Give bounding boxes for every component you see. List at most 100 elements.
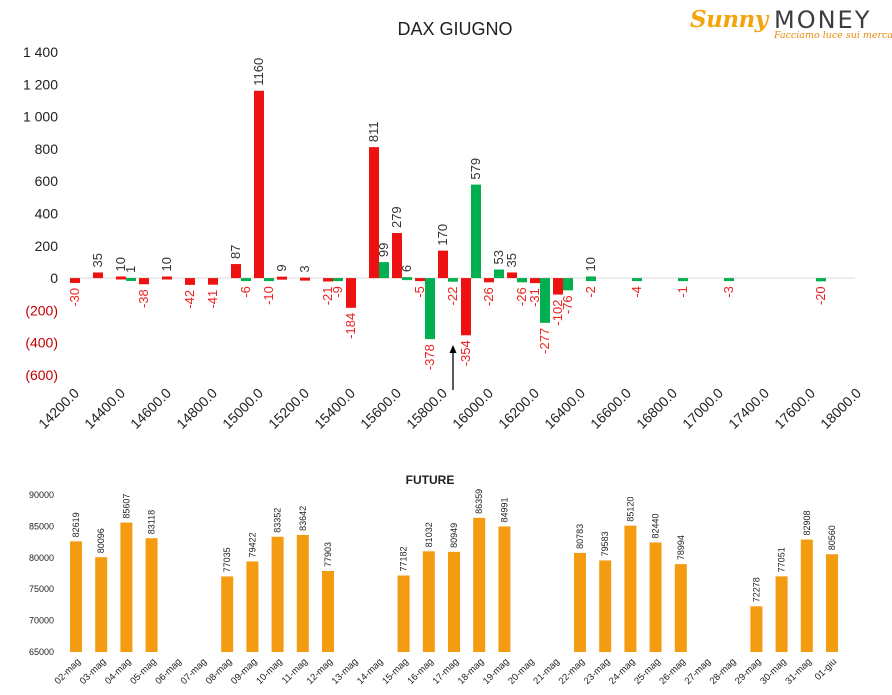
dax-x-tick-label: 14600.0 xyxy=(127,385,174,432)
dax-bar xyxy=(563,278,573,291)
dax-bar xyxy=(70,278,80,283)
future-bar xyxy=(322,570,334,652)
dax-x-tick-label: 16800.0 xyxy=(633,385,680,432)
brand-money-text: MONEY xyxy=(774,6,872,34)
dax-data-label: 99 xyxy=(376,243,391,257)
dax-data-label: -20 xyxy=(813,286,828,305)
dax-bar xyxy=(126,277,136,281)
future-x-tick-label: 02-mag xyxy=(53,656,84,687)
future-bar xyxy=(246,561,259,652)
future-x-tick-label: 29-mag xyxy=(733,656,764,687)
dax-data-label: -41 xyxy=(205,290,220,309)
dax-y-tick-label: 400 xyxy=(35,206,59,222)
future-x-tick-label: 30-mag xyxy=(758,656,789,687)
future-chart: FUTURE 90000 85000 80000 75000 70000 65000 82… xyxy=(29,473,839,687)
future-bar xyxy=(397,575,410,652)
future-data-label: 83642 xyxy=(298,506,308,531)
future-bar xyxy=(221,576,234,652)
dax-data-label: -2 xyxy=(583,286,598,298)
dax-bar xyxy=(231,264,241,279)
future-x-tick-label: 12-mag xyxy=(305,656,336,687)
future-x-tick-label: 26-mag xyxy=(657,656,688,687)
dax-y-tick-label: 1 000 xyxy=(23,109,58,125)
brand-tagline: Facciamo luce sui mercati xyxy=(774,30,892,41)
future-bar xyxy=(574,552,586,652)
dax-data-label: 10 xyxy=(159,257,174,271)
dax-x-tick-label: 17400.0 xyxy=(725,385,772,432)
dax-data-label: -31 xyxy=(527,288,542,307)
dax-bar xyxy=(379,262,389,279)
future-x-tick-label: 21-mag xyxy=(531,656,562,687)
future-data-label: 83352 xyxy=(273,508,283,533)
future-x-tick-label: 20-mag xyxy=(506,656,537,687)
dax-data-label: 1 xyxy=(123,266,138,273)
future-data-label: 78994 xyxy=(676,535,686,560)
dax-bar xyxy=(471,184,481,279)
future-bar xyxy=(145,538,158,652)
dax-data-label: 10 xyxy=(113,257,128,271)
dax-bar xyxy=(678,278,688,282)
dax-data-label: 3 xyxy=(297,265,312,272)
dax-data-label: -378 xyxy=(422,344,437,370)
future-x-tick-label: 04-mag xyxy=(103,656,134,687)
dax-bar xyxy=(346,278,356,308)
dax-bar xyxy=(448,278,458,282)
future-x-tick-label: 05-mag xyxy=(128,656,159,687)
future-data-label: 80949 xyxy=(449,523,459,548)
dax-bar xyxy=(392,233,402,279)
future-data-label: 77035 xyxy=(222,547,232,572)
dax-bar xyxy=(241,278,251,282)
future-data-label: 80560 xyxy=(827,525,837,550)
dax-data-label: -4 xyxy=(629,286,644,298)
dax-x-tick-label: 14200.0 xyxy=(35,385,82,432)
future-x-tick-label: 03-mag xyxy=(78,656,109,687)
dax-bar xyxy=(254,90,264,279)
dax-data-label: 35 xyxy=(90,253,105,267)
dax-data-label: -6 xyxy=(238,286,253,298)
dax-y-axis: 1 400 1 200 1 000 800 600 400 200 0 (200) (400) (6… xyxy=(23,44,58,383)
dax-bar xyxy=(517,278,527,283)
dax-data-label: 6 xyxy=(399,265,414,272)
future-x-tick-label: 22-mag xyxy=(557,656,588,687)
future-y-tick-label: 80000 xyxy=(29,553,54,563)
dax-data-label: -1 xyxy=(675,286,690,298)
future-y-tick-label: 70000 xyxy=(29,616,54,626)
future-x-tick-label: 24-mag xyxy=(607,656,638,687)
future-data-label: 79583 xyxy=(600,531,610,556)
dax-y-tick-label: 200 xyxy=(35,238,59,254)
future-data-label: 80096 xyxy=(96,528,106,553)
brand-sunny-text: Sunny xyxy=(690,6,768,33)
future-data-label: 84991 xyxy=(499,497,509,522)
dax-data-label: 53 xyxy=(491,250,506,264)
future-data-label: 80783 xyxy=(575,524,585,549)
dax-x-tick-label: 15600.0 xyxy=(357,385,404,432)
dax-bar xyxy=(208,278,218,285)
dax-bar xyxy=(116,276,126,280)
dax-x-axis: 14200.014400.014600.014800.015000.015200… xyxy=(35,385,864,432)
dax-data-label: 1160 xyxy=(251,58,266,86)
future-x-tick-label: 31-mag xyxy=(783,656,814,687)
future-data-label: 81032 xyxy=(424,522,434,547)
dax-data-label: -26 xyxy=(514,287,529,306)
future-x-tick-label: 28-mag xyxy=(708,656,739,687)
future-data-label: 79422 xyxy=(247,532,257,557)
dax-data-label: -42 xyxy=(182,290,197,309)
future-data-label: 77051 xyxy=(777,547,787,572)
future-bar xyxy=(750,606,763,652)
future-bar xyxy=(599,560,612,652)
future-x-tick-label: 14-mag xyxy=(355,656,386,687)
dax-data-label: 579 xyxy=(468,158,483,180)
dax-bars xyxy=(70,90,826,340)
dax-bar xyxy=(586,278,596,282)
future-x-tick-label: 13-mag xyxy=(330,656,361,687)
dax-bar xyxy=(461,278,471,336)
dax-bar xyxy=(333,278,343,282)
dax-bar xyxy=(93,272,103,279)
future-bar xyxy=(271,536,284,652)
dax-bar xyxy=(530,278,540,284)
dax-data-label: -76 xyxy=(560,295,575,314)
future-x-tick-label: 11-mag xyxy=(280,656,310,686)
dax-bar xyxy=(139,278,149,285)
future-bar xyxy=(498,526,511,652)
